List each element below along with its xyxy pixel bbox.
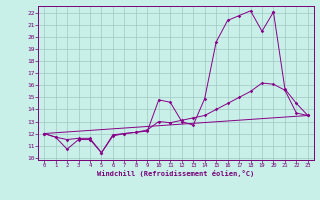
X-axis label: Windchill (Refroidissement éolien,°C): Windchill (Refroidissement éolien,°C) [97, 170, 255, 177]
